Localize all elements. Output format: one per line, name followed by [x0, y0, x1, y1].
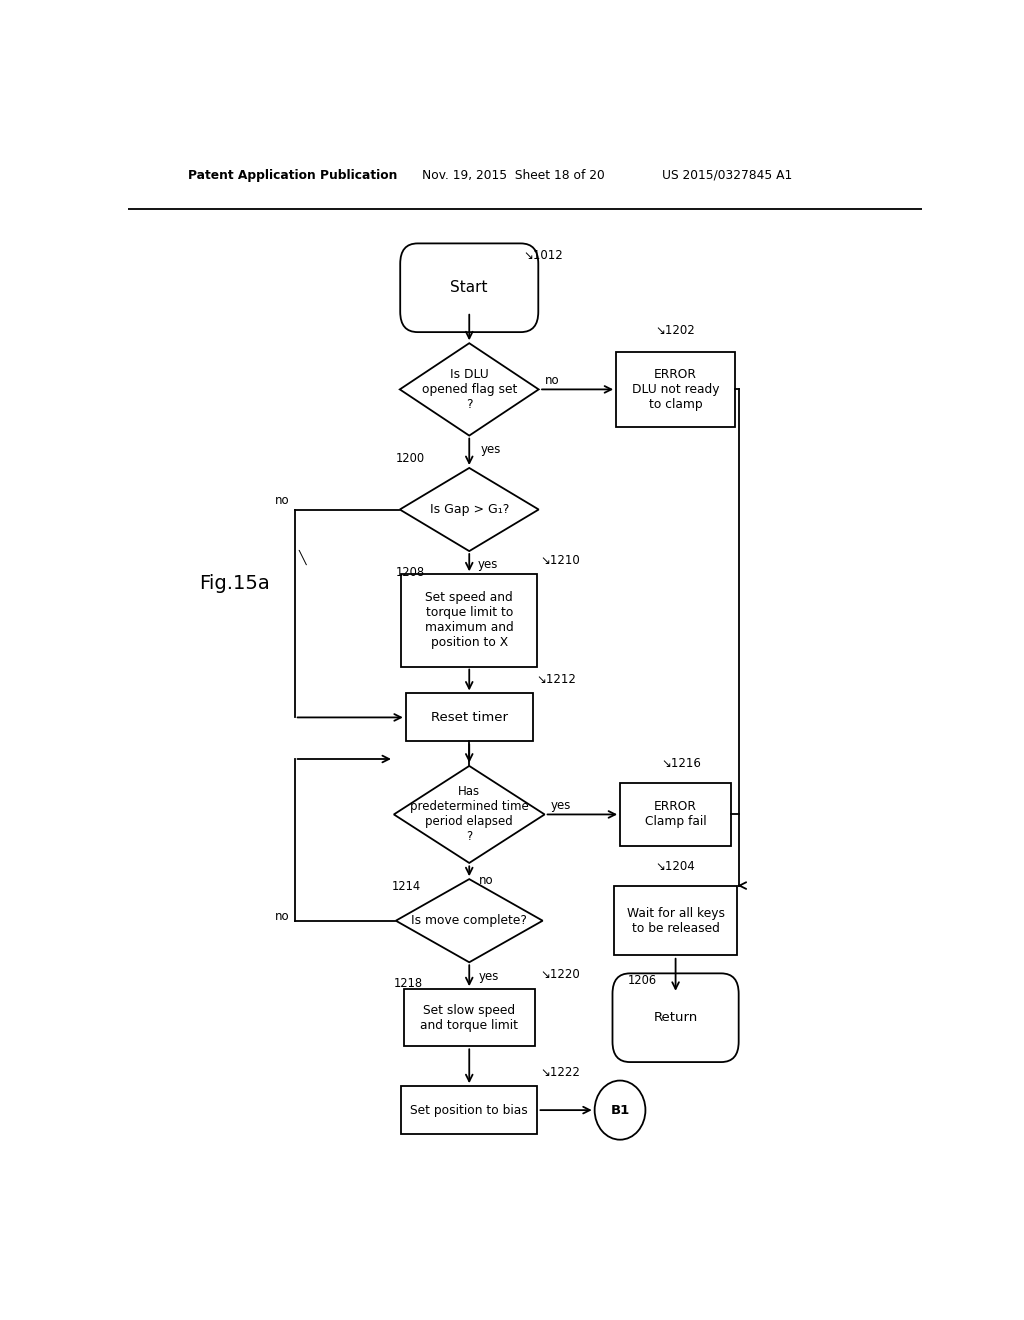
Text: Start: Start	[451, 280, 488, 296]
Bar	[401, 1086, 538, 1134]
Text: Set position to bias: Set position to bias	[411, 1104, 528, 1117]
Text: ↘1202: ↘1202	[655, 323, 695, 337]
Text: 1208: 1208	[396, 566, 425, 579]
FancyBboxPatch shape	[612, 973, 738, 1063]
Text: yes: yes	[550, 799, 570, 812]
Text: yes: yes	[477, 558, 498, 572]
Text: ↘1204: ↘1204	[655, 859, 695, 873]
Bar	[616, 351, 735, 428]
Text: Set speed and
torque limit to
maximum and
position to X: Set speed and torque limit to maximum an…	[425, 591, 514, 649]
Bar	[614, 886, 737, 956]
Text: Wait for all keys
to be released: Wait for all keys to be released	[627, 907, 725, 935]
Text: Is move complete?: Is move complete?	[412, 915, 527, 927]
Text: Return: Return	[653, 1011, 697, 1024]
Polygon shape	[394, 766, 545, 863]
Text: ↘1220: ↘1220	[541, 968, 581, 981]
Text: Patent Application Publication: Patent Application Publication	[187, 169, 397, 182]
Text: Reset timer: Reset timer	[431, 711, 508, 723]
Text: 1206: 1206	[628, 974, 657, 987]
Text: 1200: 1200	[396, 453, 425, 465]
Text: Set slow speed
and torque limit: Set slow speed and torque limit	[420, 1003, 518, 1032]
Polygon shape	[396, 879, 543, 962]
FancyBboxPatch shape	[400, 243, 539, 333]
Text: Is Gap > G₁?: Is Gap > G₁?	[429, 503, 509, 516]
Text: yes: yes	[479, 970, 499, 982]
Text: ↘1216: ↘1216	[662, 758, 701, 770]
Text: B1: B1	[610, 1104, 630, 1117]
Text: no: no	[274, 494, 290, 507]
Text: ↘1210: ↘1210	[541, 554, 581, 566]
Text: ↘1222: ↘1222	[541, 1065, 581, 1078]
Text: ERROR
DLU not ready
to clamp: ERROR DLU not ready to clamp	[632, 368, 719, 411]
Circle shape	[595, 1081, 645, 1139]
Bar	[620, 783, 731, 846]
Text: yes: yes	[481, 444, 502, 455]
Text: ↘1012: ↘1012	[523, 249, 563, 261]
Text: no: no	[545, 374, 559, 387]
Polygon shape	[399, 343, 539, 436]
Text: Nov. 19, 2015  Sheet 18 of 20: Nov. 19, 2015 Sheet 18 of 20	[422, 169, 604, 182]
Text: ↘1212: ↘1212	[537, 673, 577, 686]
Text: Has
predetermined time
period elapsed
?: Has predetermined time period elapsed ?	[410, 785, 528, 843]
Text: ERROR
Clamp fail: ERROR Clamp fail	[645, 800, 707, 829]
Text: no: no	[479, 874, 494, 887]
Text: ╲: ╲	[299, 550, 306, 565]
Bar	[401, 574, 538, 667]
Text: no: no	[274, 909, 290, 923]
Polygon shape	[399, 469, 539, 552]
Text: 1214: 1214	[391, 880, 421, 894]
Bar	[403, 989, 535, 1047]
Text: US 2015/0327845 A1: US 2015/0327845 A1	[663, 169, 793, 182]
Text: Is DLU
opened flag set
?: Is DLU opened flag set ?	[422, 368, 517, 411]
Bar	[406, 693, 532, 742]
Text: 1218: 1218	[394, 977, 423, 990]
Text: Fig.15a: Fig.15a	[200, 574, 270, 593]
